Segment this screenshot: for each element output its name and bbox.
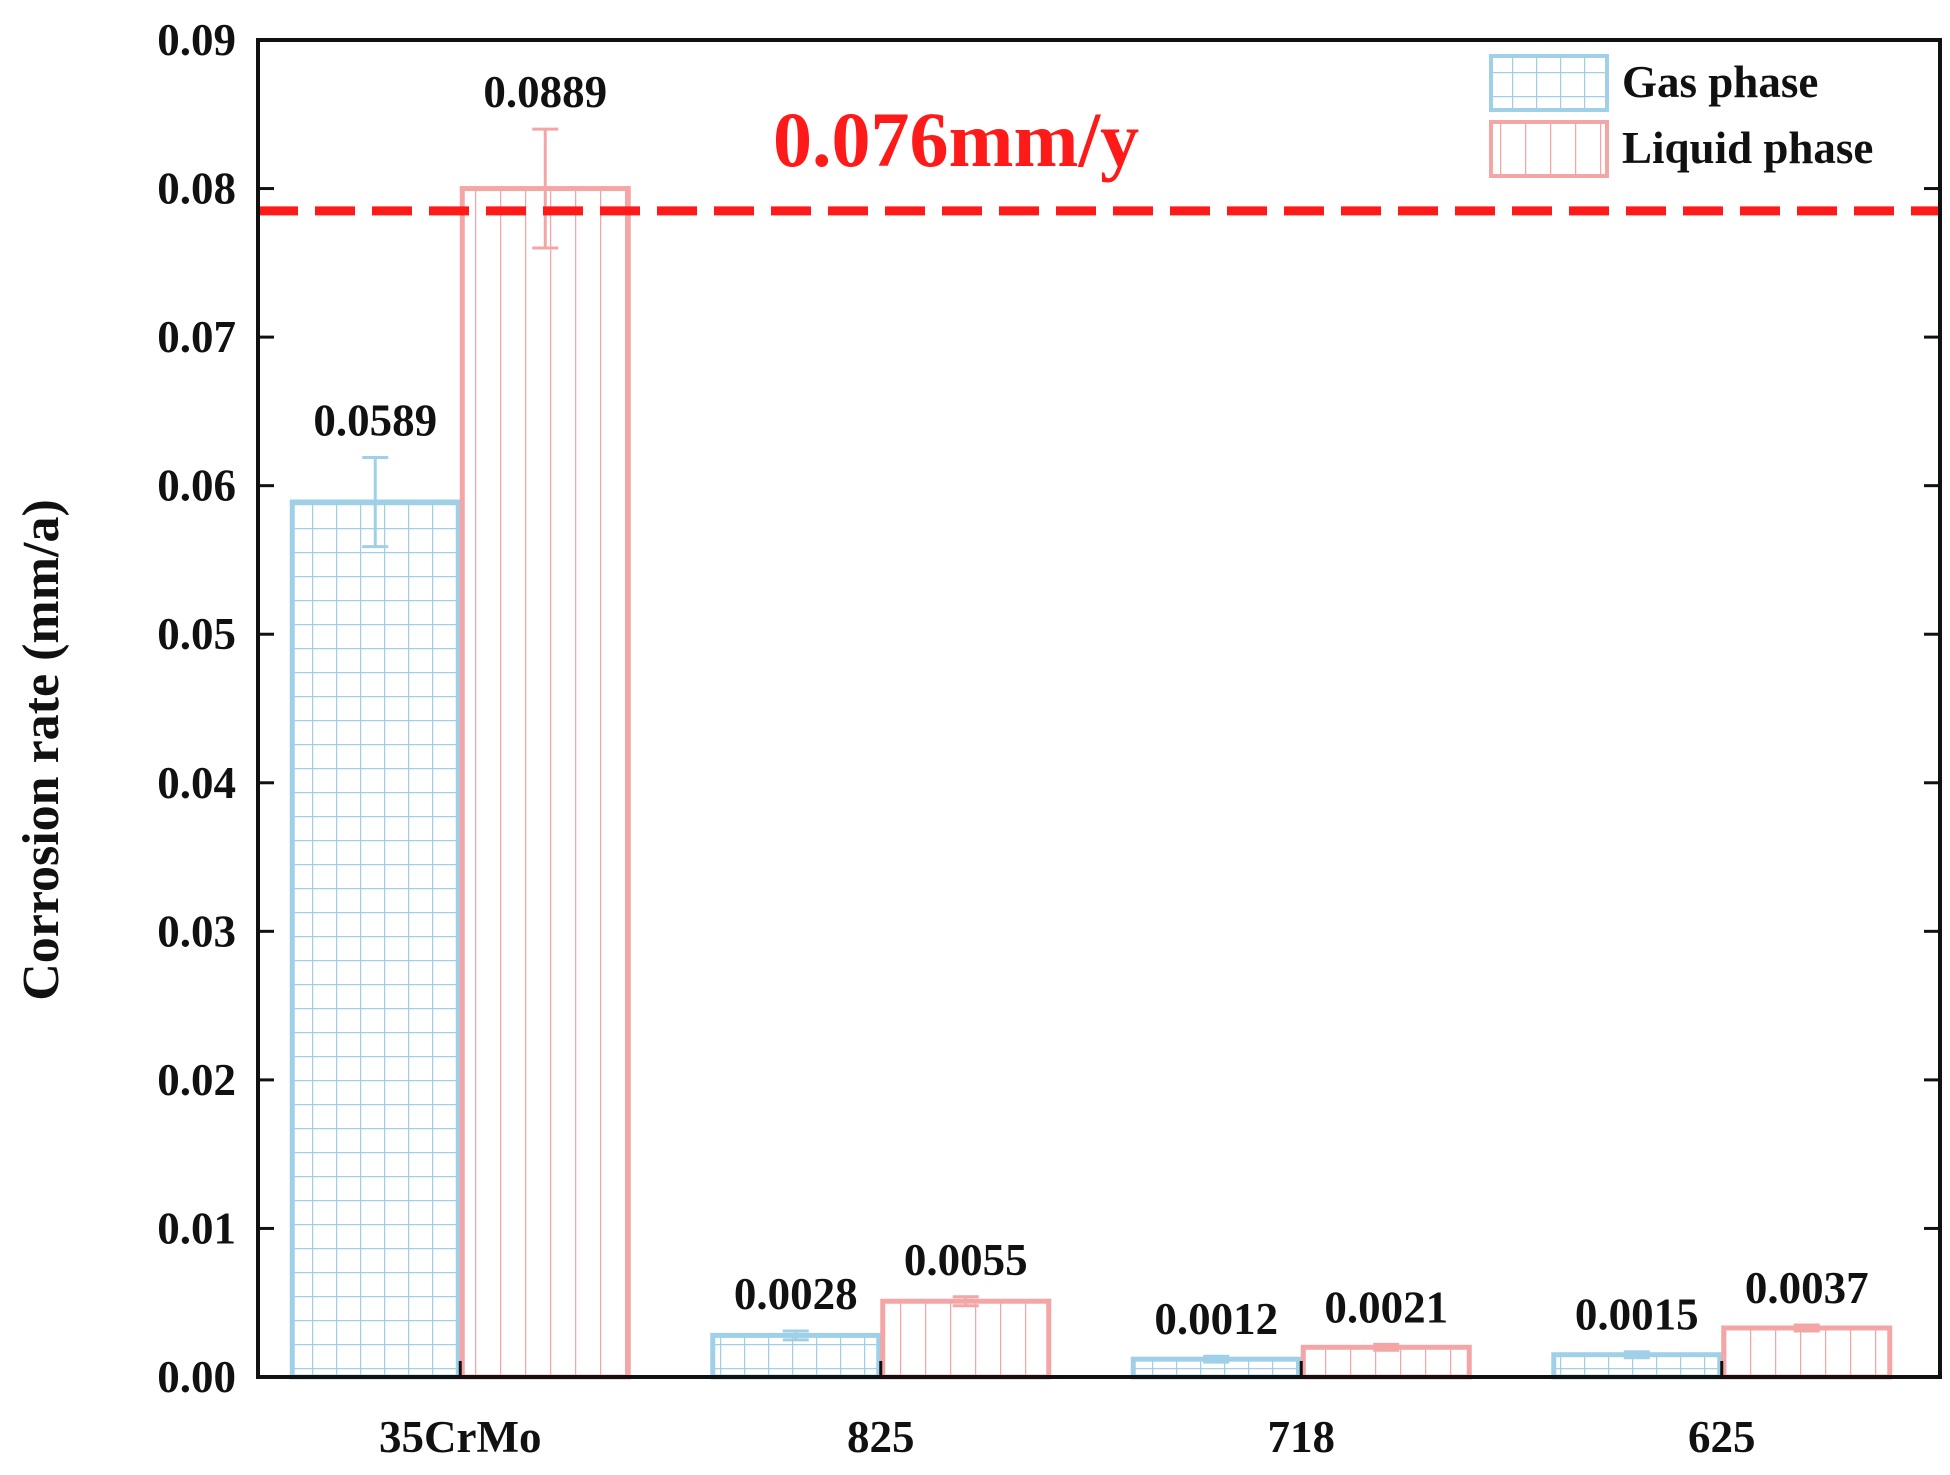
legend-label: Liquid phase	[1622, 123, 1873, 173]
x-tick-label: 625	[1688, 1412, 1756, 1462]
y-axis-label: Corrosion rate (mm/a)	[13, 499, 70, 1001]
error-bars-layer	[362, 127, 1820, 1364]
bar	[459, 186, 631, 1380]
y-tick-label: 0.04	[157, 758, 236, 808]
bar-value-label: 0.0055	[904, 1235, 1028, 1285]
y-tick-label: 0.01	[157, 1203, 236, 1253]
bar-labels-layer: 0.0589 0.0889 0.0028 0.0055 0.0012 0.0021 0.00…	[313, 67, 1868, 1344]
bar-value-label: 0.0021	[1324, 1282, 1448, 1332]
y-tick-label: 0.08	[157, 164, 236, 214]
x-tick-label: 718	[1268, 1412, 1336, 1462]
bar	[1300, 1344, 1472, 1380]
bar-value-label: 0.0012	[1154, 1294, 1278, 1344]
reference-line-layer: 0.076mm/y	[258, 96, 1940, 216]
bar-value-label: 0.0037	[1745, 1263, 1869, 1313]
y-tick-label: 0.05	[157, 609, 236, 659]
y-tick-label: 0.02	[157, 1055, 236, 1105]
y-tick-label: 0.03	[157, 906, 236, 956]
reference-line-label: 0.076mm/y	[773, 96, 1139, 183]
x-tick-label: 825	[847, 1412, 915, 1462]
axes-layer: 0.00 0.01 0.02 0.03 0.04 0.05 0.06 0.07 0.08 0.09…	[157, 15, 1940, 1462]
bars-layer	[289, 186, 1893, 1380]
y-tick-label: 0.06	[157, 461, 236, 511]
x-tick-label: 35CrMo	[379, 1412, 541, 1462]
bar	[880, 1298, 1052, 1380]
bar-value-label: 0.0889	[483, 67, 607, 117]
plot-frame	[256, 38, 1942, 1379]
legend-swatch	[1489, 54, 1609, 112]
bar	[1721, 1325, 1893, 1380]
bar	[289, 499, 461, 1380]
bar-value-label: 0.0589	[313, 395, 437, 445]
bar-value-label: 0.0015	[1575, 1290, 1699, 1340]
y-tick-label: 0.07	[157, 312, 236, 362]
bar-value-label: 0.0028	[734, 1269, 858, 1319]
legend-label: Gas phase	[1622, 57, 1818, 107]
bar	[710, 1332, 882, 1380]
y-tick-label: 0.00	[157, 1352, 236, 1402]
legend: Gas phase Liquid phase	[1489, 54, 1873, 178]
y-tick-label: 0.09	[157, 15, 236, 65]
legend-swatch	[1489, 120, 1609, 178]
